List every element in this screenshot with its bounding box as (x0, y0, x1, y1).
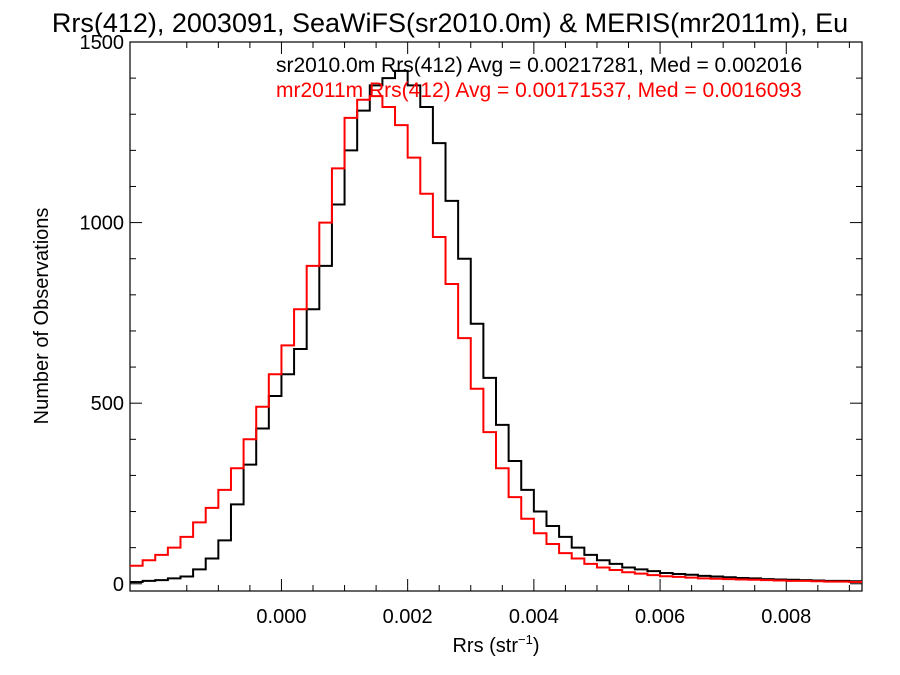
series-group (130, 69, 862, 583)
chart-title: Rrs(412), 2003091, SeaWiFS(sr2010.0m) & … (52, 8, 848, 38)
y-tick-label: 0 (113, 574, 124, 596)
series-line-black (130, 69, 862, 583)
series-line-red (130, 95, 862, 583)
y-tick-label: 1500 (80, 32, 125, 54)
y-tick-label: 500 (91, 393, 124, 415)
x-axis-label-superscript: −1 (518, 632, 533, 647)
x-tick-label: 0.002 (383, 606, 433, 628)
y-axis-label: Number of Observations (31, 208, 53, 425)
annotation-mr2011: mr2011m Rrs(412) Avg = 0.00171537, Med =… (276, 79, 802, 102)
x-tick-label: 0.004 (509, 606, 559, 628)
x-axis-ticks: 0.000 0.002 0.004 0.006 0.008 (186, 42, 850, 628)
x-axis-label: Rrs (str−1) (452, 632, 539, 657)
y-tick-label: 1000 (80, 213, 125, 235)
x-tick-label: 0.008 (761, 606, 811, 628)
y-axis-ticks: 0 500 1000 1500 (80, 32, 862, 596)
x-tick-label: 0.000 (256, 606, 306, 628)
x-axis-label-close: ) (533, 635, 540, 657)
annotation-sr2010: sr2010.0m Rrs(412) Avg = 0.00217281, Med… (276, 54, 802, 77)
x-tick-label: 0.006 (635, 606, 685, 628)
plot-area (129, 41, 863, 592)
